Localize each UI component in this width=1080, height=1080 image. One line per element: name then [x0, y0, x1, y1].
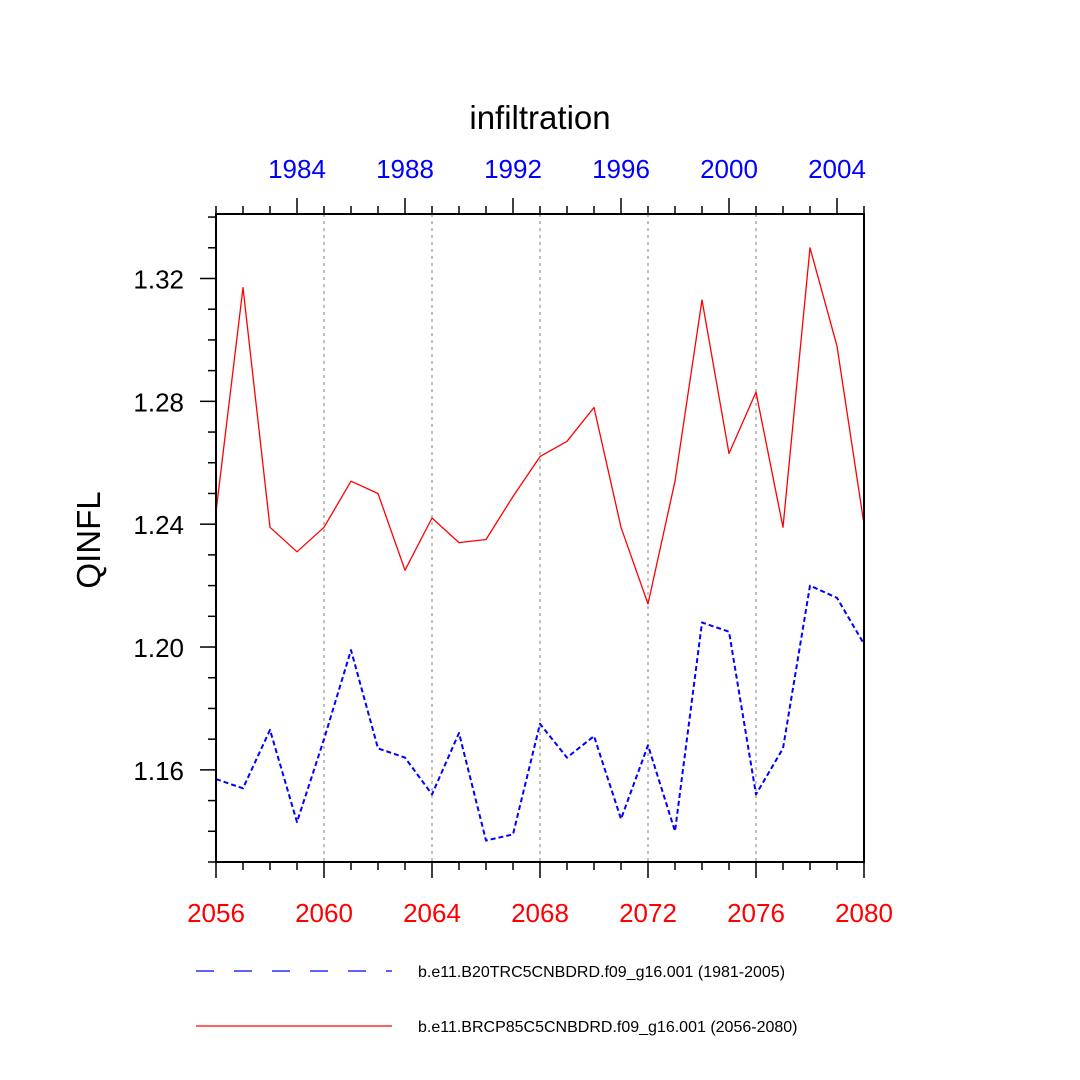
chart-title: infiltration	[469, 99, 610, 136]
grid-lines	[323, 214, 757, 862]
y-tick-label: 1.32	[133, 264, 184, 294]
x-bottom-tick-label: 2080	[835, 898, 893, 928]
legend-label-1: b.e11.BRCP85C5CNBDRD.f09_g16.001 (2056-2…	[418, 1019, 797, 1036]
series-line-0	[215, 584, 865, 842]
y-tick-label: 1.24	[133, 510, 184, 540]
x-bottom-tick-label: 2076	[727, 898, 785, 928]
y-tick-label: 1.28	[133, 387, 184, 417]
series-line-1	[215, 247, 865, 605]
y-axis-label: QINFL	[70, 491, 107, 588]
x-bottom-tick-label: 2060	[295, 898, 353, 928]
x-top-tick-label: 2000	[700, 154, 758, 184]
legend: b.e11.B20TRC5CNBDRD.f09_g16.001 (1981-20…	[196, 964, 797, 1036]
x-bottom-tick-label: 2064	[403, 898, 461, 928]
x-top-tick-label: 1992	[484, 154, 542, 184]
legend-label-0: b.e11.B20TRC5CNBDRD.f09_g16.001 (1981-20…	[418, 964, 785, 981]
x-top-tick-label: 1996	[592, 154, 650, 184]
axis-ticks	[200, 198, 865, 878]
series-lines	[215, 247, 865, 842]
tick-labels: 2056 2060 2064 2068 2072 2076 2080 1984 1988 1992…	[133, 154, 893, 928]
y-tick-label: 1.16	[133, 756, 184, 786]
x-top-tick-label: 2004	[808, 154, 866, 184]
x-top-tick-label: 1984	[268, 154, 326, 184]
x-bottom-tick-label: 2072	[619, 898, 677, 928]
y-tick-label: 1.20	[133, 633, 184, 663]
x-top-tick-label: 1988	[376, 154, 434, 184]
x-bottom-tick-label: 2068	[511, 898, 569, 928]
x-bottom-tick-label: 2056	[187, 898, 245, 928]
